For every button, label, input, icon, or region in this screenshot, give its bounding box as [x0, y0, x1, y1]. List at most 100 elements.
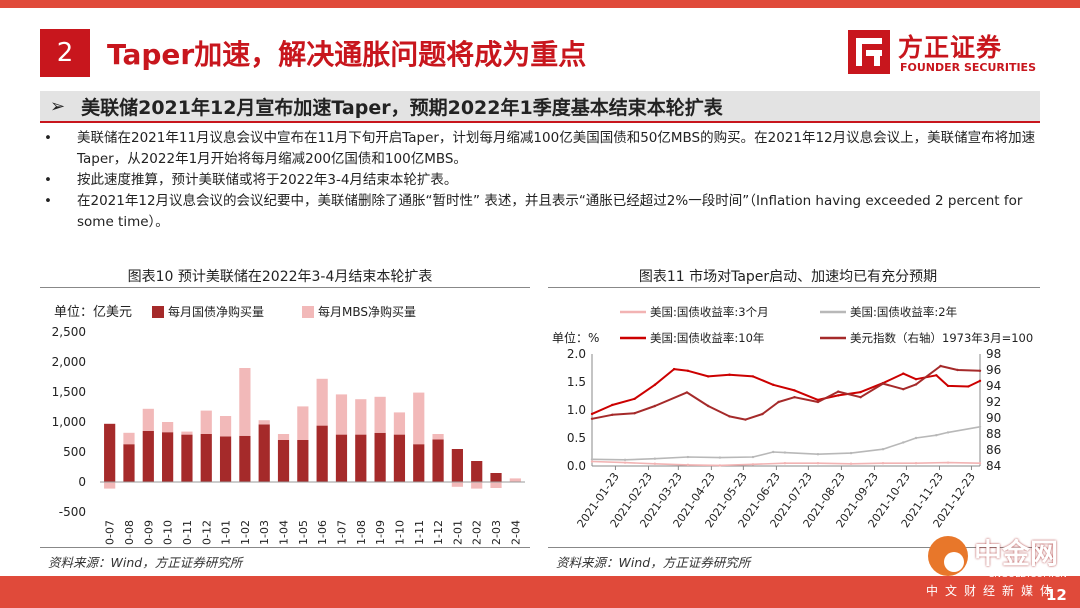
- series-point-3: [956, 368, 959, 372]
- series-point-2: [978, 379, 982, 383]
- bullet-dot: •: [44, 193, 52, 209]
- y-left-tick-label: 2.0: [567, 347, 586, 361]
- chart2-title-rule: [548, 287, 1040, 288]
- y-tick-label: 1,500: [52, 385, 86, 399]
- bar-1-2022-02: [471, 482, 483, 489]
- series-point-1: [849, 451, 853, 455]
- bar-0-2021-03: [258, 424, 270, 482]
- x-tick-label: 2021-07: [335, 520, 348, 546]
- series-point-0: [946, 461, 950, 464]
- bar-0-2021-09: [374, 432, 386, 482]
- x-tick-label: 2020-12: [200, 520, 213, 546]
- series-point-2: [946, 384, 950, 388]
- series-point-0: [686, 463, 690, 467]
- bullet-text: 按此速度推算，预计美联储或将于2022年3-4月结束本轮扩表。: [77, 172, 458, 188]
- y-right-tick-label: 98: [986, 347, 1001, 361]
- bar-1-2021-04: [277, 434, 290, 440]
- series-point-2: [751, 375, 755, 378]
- bar-1-2020-11: [181, 431, 193, 435]
- series-point-0: [623, 461, 627, 464]
- bar-0-2022-01: [451, 449, 463, 482]
- logo-english-text: FOUNDER SECURITIES: [900, 61, 1036, 74]
- chart1-title: 图表10 预计美联储在2022年3-4月结束本轮扩表: [127, 269, 433, 285]
- y-tick-label: 2,500: [52, 325, 86, 339]
- legend-label-1: 每月MBS净购买量: [318, 304, 416, 319]
- series-point-2: [633, 397, 636, 400]
- y-left-tick-label: 0.5: [567, 431, 586, 445]
- page-number: 12: [1046, 586, 1067, 604]
- cngold-watermark: 中金网 CNGOLD.COM.CN 中文财经新媒体: [922, 530, 1080, 608]
- series-point-3: [744, 418, 747, 421]
- series-point-1: [718, 456, 722, 459]
- bar-1-2020-12: [200, 410, 212, 434]
- chart1-source: 资料来源：Wind，方正证券研究所: [48, 555, 243, 570]
- bar-1-2020-07: [104, 482, 116, 489]
- series-point-0: [783, 462, 787, 465]
- bar-0-2021-05: [297, 440, 309, 482]
- x-tick-label: 2020-11: [181, 520, 194, 546]
- bullet-dot: •: [44, 172, 52, 188]
- y-right-tick-label: 96: [986, 363, 1001, 377]
- bar-0-2022-03: [490, 473, 502, 482]
- bullet-list: • 美联储在2021年11月议息会议中宣布在11月下旬开启Taper，计划每月缩减…: [40, 128, 1040, 233]
- bar-1-2021-01: [219, 416, 232, 437]
- x-tick-label: 2020-08: [123, 520, 136, 546]
- bottom-accent-bar: [0, 576, 1080, 608]
- y-right-tick-label: 94: [986, 379, 1001, 393]
- series-point-3: [881, 382, 885, 385]
- y-right-tick-label: 84: [986, 459, 1001, 473]
- watermark-cn: 中金网: [974, 537, 1059, 570]
- series-point-1: [653, 457, 657, 460]
- bar-0-2020-09: [142, 431, 154, 482]
- legend-label-0: 每月国债净购买量: [168, 304, 264, 319]
- series-point-3: [685, 391, 689, 394]
- bar-0-2020-12: [200, 434, 212, 482]
- series-point-1: [686, 455, 690, 459]
- chart1-source-rule: [40, 547, 530, 548]
- bar-0-2022-02: [471, 461, 483, 482]
- series-point-2: [590, 412, 594, 416]
- series-point-2: [859, 390, 862, 394]
- bar-0-2021-01: [219, 436, 232, 482]
- series-point-1: [751, 455, 755, 459]
- y-left-tick-label: 0.0: [567, 459, 586, 473]
- series-point-2: [914, 378, 918, 381]
- bar-1-2021-07: [335, 394, 348, 435]
- series-point-0: [590, 460, 594, 463]
- x-tick-label: 2021-12: [432, 520, 445, 546]
- bar-0-2020-11: [181, 434, 193, 482]
- bar-1-2022-04: [509, 478, 521, 482]
- bar-0-2021-12: [432, 439, 444, 482]
- series-point-0: [978, 462, 982, 465]
- y-right-tick-label: 86: [986, 443, 1001, 457]
- series-point-3: [939, 364, 942, 368]
- series-point-1: [881, 448, 885, 451]
- series-point-1: [914, 436, 918, 440]
- bar-1-2020-10: [162, 422, 174, 433]
- legend-label-2: 美国:国债收益率:10年: [650, 331, 764, 345]
- bullet-text: 在2021年12月议息会议的会议纪要中，美联储删除了通胀“暂时性” 表述，并且表…: [77, 193, 1023, 230]
- chart2-source: 资料来源：Wind，方正证券研究所: [556, 555, 751, 570]
- bar-1-2021-06: [316, 378, 328, 426]
- x-tick-label: 2022-02: [471, 520, 484, 546]
- x-tick-label: 2021-01: [220, 520, 233, 546]
- bar-0-2020-10: [162, 432, 174, 482]
- series-point-2: [728, 373, 731, 376]
- y-tick-label: 2,000: [52, 355, 86, 369]
- x-tick-label: 2021-10: [393, 520, 406, 546]
- chart2-title: 图表11 市场对Taper启动、加速均已有充分预期: [638, 269, 938, 285]
- series-point-0: [751, 463, 755, 466]
- bar-0-2020-08: [123, 444, 135, 482]
- series-point-2: [653, 383, 657, 386]
- y-tick-label: 0: [78, 475, 86, 489]
- series-line-3: [591, 365, 981, 421]
- x-tick-label: 2021-04: [278, 520, 291, 546]
- bar-1-2021-03: [258, 420, 270, 425]
- series-point-1: [623, 458, 627, 462]
- y-right-tick-label: 90: [986, 411, 1001, 425]
- section-number: 2: [40, 29, 90, 77]
- series-point-1: [816, 453, 820, 456]
- series-point-0: [816, 462, 820, 465]
- series-line-1: [591, 426, 981, 461]
- series-point-1: [902, 441, 905, 444]
